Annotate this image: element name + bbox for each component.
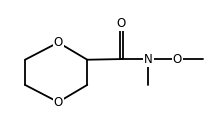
Text: O: O (54, 36, 63, 49)
Text: O: O (117, 17, 126, 30)
Text: N: N (144, 53, 153, 66)
Text: O: O (173, 53, 182, 66)
Text: O: O (54, 96, 63, 109)
